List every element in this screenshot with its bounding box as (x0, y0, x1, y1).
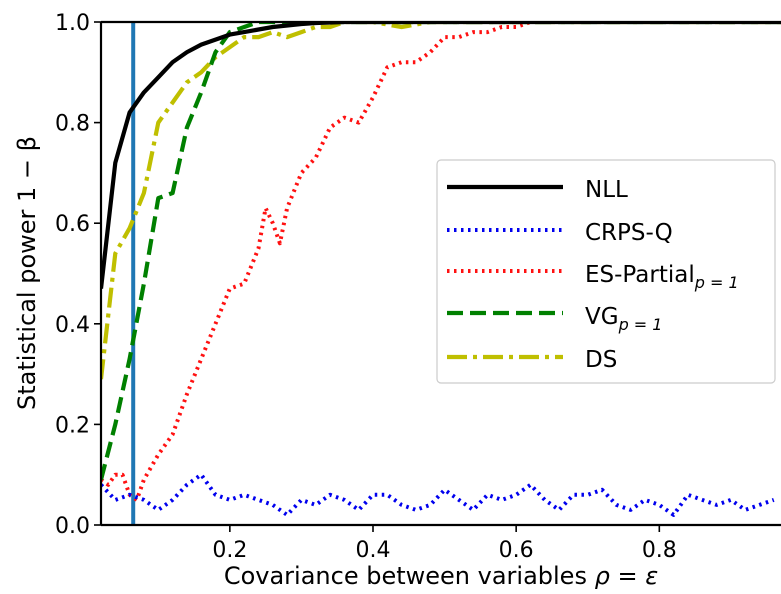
series-line-vg (101, 22, 781, 481)
legend-label-nll: NLL (585, 177, 628, 203)
legend-handles (447, 184, 563, 360)
y-tick-label: 0.0 (55, 514, 90, 539)
plot-frame (99, 20, 781, 527)
x-tick-label: 0.2 (212, 538, 247, 563)
tick-layer: 0.2 0.4 0.6 0.8 0.0 0.2 0.4 0.6 0.8 1.0 (55, 11, 677, 563)
x-axis-title: Covariance between variables ρ = ε (224, 562, 658, 590)
series-layer (101, 22, 781, 525)
series-line-crps-q (101, 472, 775, 517)
legend-box (436, 159, 776, 384)
legend-label-crps-q: CRPS-Q (585, 220, 673, 246)
x-tick-label: 0.4 (356, 538, 391, 563)
legend-label-vg: VGp = 1 (585, 304, 662, 334)
y-tick-label: 0.4 (55, 313, 90, 338)
legend: NLL CRPS-Q ES-Partialp = 1 VGp = 1 DS (436, 159, 776, 384)
series-line-nll (101, 22, 781, 289)
y-tick-label: 0.8 (55, 112, 90, 137)
series-line-es-partial (101, 22, 781, 502)
y-tick-label: 1.0 (55, 11, 90, 36)
series-line-ds (101, 22, 781, 380)
x-tick-label: 0.6 (499, 538, 534, 563)
legend-label-es-partial: ES-Partialp = 1 (585, 262, 739, 292)
y-axis-title: Statistical power 1 − β (13, 136, 41, 410)
y-tick-label: 0.6 (55, 212, 90, 237)
legend-label-ds: DS (585, 347, 617, 373)
y-tick-label: 0.2 (55, 413, 90, 438)
x-tick-label: 0.8 (642, 538, 677, 563)
